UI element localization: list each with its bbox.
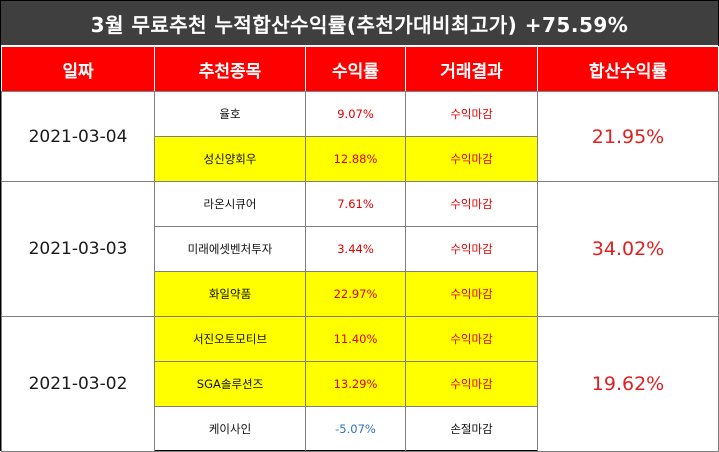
table-row: 2021-03-04 율호 9.07% 수익마감 21.95% <box>1 91 719 182</box>
stock-cell: 케이사인 <box>154 406 306 452</box>
header-total: 합산수익률 <box>537 46 719 92</box>
result-cell: 수익마감 <box>405 226 538 272</box>
rate-cell: 7.61% <box>305 181 406 227</box>
rate-cell: -5.07% <box>305 406 406 452</box>
table-row: 케이사인 -5.07% 손절마감 <box>2 406 719 452</box>
stock-cell: SGA솔루션즈 <box>154 361 306 407</box>
result-cell: 수익마감 <box>405 361 538 407</box>
header-stock: 추천종목 <box>154 46 306 92</box>
stock-cell: 라온시큐어 <box>154 181 306 227</box>
header-result: 거래결과 <box>405 46 538 92</box>
total-cell: 34.02% <box>537 181 719 317</box>
table-row: 2021-03-03 라온시큐어 7.61% 수익마감 34.02% <box>1 181 719 317</box>
date-cell: 2021-03-02 <box>1 316 155 452</box>
header-rate: 수익률 <box>305 46 406 92</box>
rate-cell: 11.40% <box>305 316 406 362</box>
rate-cell: 3.44% <box>305 226 406 272</box>
stock-cell: 화일약품 <box>154 271 306 317</box>
rate-cell: 22.97% <box>305 271 406 317</box>
date-cell: 2021-03-03 <box>1 181 155 317</box>
table-row: 2021-03-02 서진오토모티브 11.40% 수익마감 19.62% <box>1 316 719 452</box>
header-row: 일짜 추천종목 수익률 거래결과 합산수익률 <box>1 46 719 92</box>
table-row: 성신양회우 12.88% 수익마감 <box>2 136 719 182</box>
table-row: 화일약품 22.97% 수익마감 <box>2 271 719 317</box>
stock-cell: 서진오토모티브 <box>154 316 306 362</box>
results-table: 일짜 추천종목 수익률 거래결과 합산수익률 2021-03-04 율호 9.0… <box>1 46 719 452</box>
table-row: SGA솔루션즈 13.29% 수익마감 <box>2 361 719 407</box>
total-cell: 21.95% <box>537 91 719 182</box>
result-cell: 수익마감 <box>405 271 538 317</box>
page-title: 3월 무료추천 누적합산수익률(추천가대비최고가) +75.59% <box>1 1 718 45</box>
stock-cell: 율호 <box>154 91 306 137</box>
stock-cell: 미래에셋벤처투자 <box>154 226 306 272</box>
header-date: 일짜 <box>1 46 155 92</box>
date-cell: 2021-03-04 <box>1 91 155 182</box>
result-cell: 수익마감 <box>405 136 538 182</box>
total-cell: 19.62% <box>537 316 719 452</box>
result-cell: 수익마감 <box>405 181 538 227</box>
rate-cell: 13.29% <box>305 361 406 407</box>
table-row: 미래에셋벤처투자 3.44% 수익마감 <box>2 226 719 272</box>
result-cell: 수익마감 <box>405 316 538 362</box>
rate-cell: 9.07% <box>305 91 406 137</box>
stock-cell: 성신양회우 <box>154 136 306 182</box>
rate-cell: 12.88% <box>305 136 406 182</box>
result-cell: 수익마감 <box>405 91 538 137</box>
result-cell: 손절마감 <box>405 406 538 452</box>
